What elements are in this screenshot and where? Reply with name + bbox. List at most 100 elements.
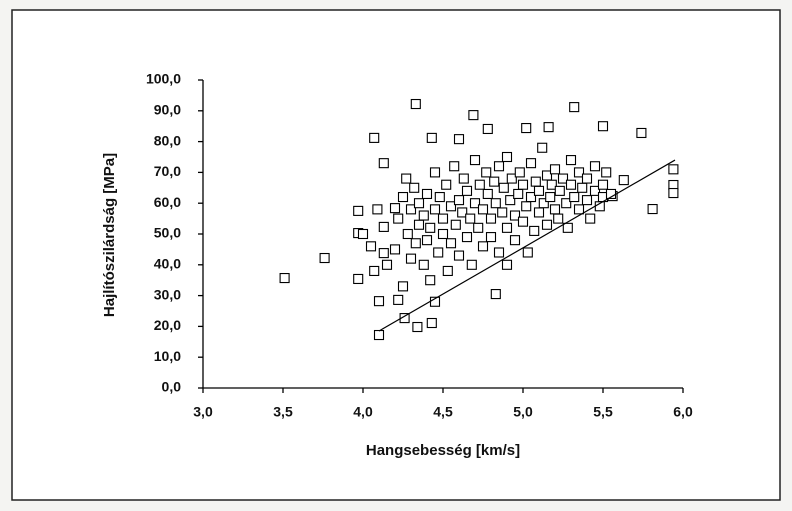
point: [647, 204, 658, 215]
point: [521, 122, 532, 134]
point: [421, 188, 433, 200]
point: [319, 252, 330, 264]
point: [538, 198, 549, 209]
point: [397, 281, 409, 292]
point: [601, 167, 612, 178]
chart-frame: [11, 9, 781, 501]
point: [477, 204, 489, 215]
point: [521, 201, 532, 212]
point: [401, 173, 412, 184]
point: [410, 238, 421, 249]
point: [465, 213, 476, 224]
point: [474, 179, 485, 190]
y-tick-label: 50,0: [154, 225, 181, 241]
point: [489, 176, 500, 187]
point: [418, 259, 429, 270]
point: [581, 173, 593, 184]
point: [585, 213, 596, 224]
point: [546, 179, 557, 190]
point: [668, 187, 679, 199]
point: [577, 182, 588, 193]
x-tick-label: 4,0: [353, 404, 373, 420]
point: [434, 191, 445, 203]
x-axis-title: Hangsebesség [km/s]: [366, 442, 520, 459]
point: [389, 203, 401, 214]
y-tick-label: 0,0: [162, 379, 182, 395]
point: [389, 244, 401, 255]
point: [453, 250, 465, 261]
point: [449, 161, 460, 172]
y-tick-label: 30,0: [154, 286, 181, 302]
point: [497, 207, 508, 218]
point: [426, 317, 437, 329]
point: [441, 179, 452, 190]
point: [369, 265, 380, 277]
point: [501, 151, 513, 163]
point: [413, 219, 425, 230]
point: [554, 185, 565, 196]
point: [399, 313, 410, 324]
point: [445, 201, 457, 212]
x-tick-label: 5,5: [593, 404, 613, 420]
point: [482, 188, 493, 200]
point: [418, 210, 429, 221]
x-tick-label: 4,5: [433, 404, 453, 420]
point: [378, 248, 389, 259]
point: [482, 123, 493, 135]
point: [437, 228, 449, 240]
point: [412, 321, 423, 333]
point: [553, 213, 564, 224]
point: [458, 173, 469, 184]
point: [557, 173, 569, 184]
point: [453, 195, 465, 206]
y-tick-label: 20,0: [154, 317, 181, 333]
x-tick-label: 3,0: [193, 404, 213, 420]
point: [562, 222, 573, 233]
point: [597, 121, 609, 132]
point: [365, 241, 377, 252]
point: [373, 329, 385, 341]
point: [549, 204, 561, 215]
point: [533, 185, 545, 196]
point: [589, 161, 601, 172]
point: [445, 238, 457, 249]
point: [405, 204, 417, 215]
y-tick-label: 60,0: [154, 194, 181, 210]
point: [425, 222, 436, 233]
point: [597, 179, 609, 190]
point: [573, 167, 585, 178]
y-tick-label: 90,0: [154, 102, 181, 118]
point: [461, 232, 473, 243]
point: [533, 207, 545, 218]
point: [409, 182, 420, 193]
point: [498, 182, 509, 193]
point: [461, 185, 473, 196]
point: [373, 296, 385, 307]
point: [426, 132, 437, 143]
point: [569, 102, 580, 113]
point: [357, 228, 369, 240]
point: [517, 216, 529, 227]
point: [437, 213, 449, 224]
point: [514, 167, 525, 178]
point: [397, 191, 409, 203]
y-tick-label: 100,0: [146, 71, 181, 87]
x-tick-label: 6,0: [673, 404, 693, 420]
point: [473, 222, 484, 233]
point: [457, 207, 468, 218]
point: [618, 175, 629, 186]
point: [581, 195, 593, 206]
point: [517, 179, 529, 190]
point: [549, 164, 561, 175]
point: [522, 247, 533, 258]
point: [537, 142, 548, 153]
point: [421, 235, 433, 246]
point: [506, 173, 517, 184]
point: [501, 222, 513, 233]
point: [565, 155, 577, 166]
point: [490, 198, 501, 209]
point: [485, 213, 497, 224]
point: [393, 294, 404, 305]
point: [353, 273, 364, 285]
